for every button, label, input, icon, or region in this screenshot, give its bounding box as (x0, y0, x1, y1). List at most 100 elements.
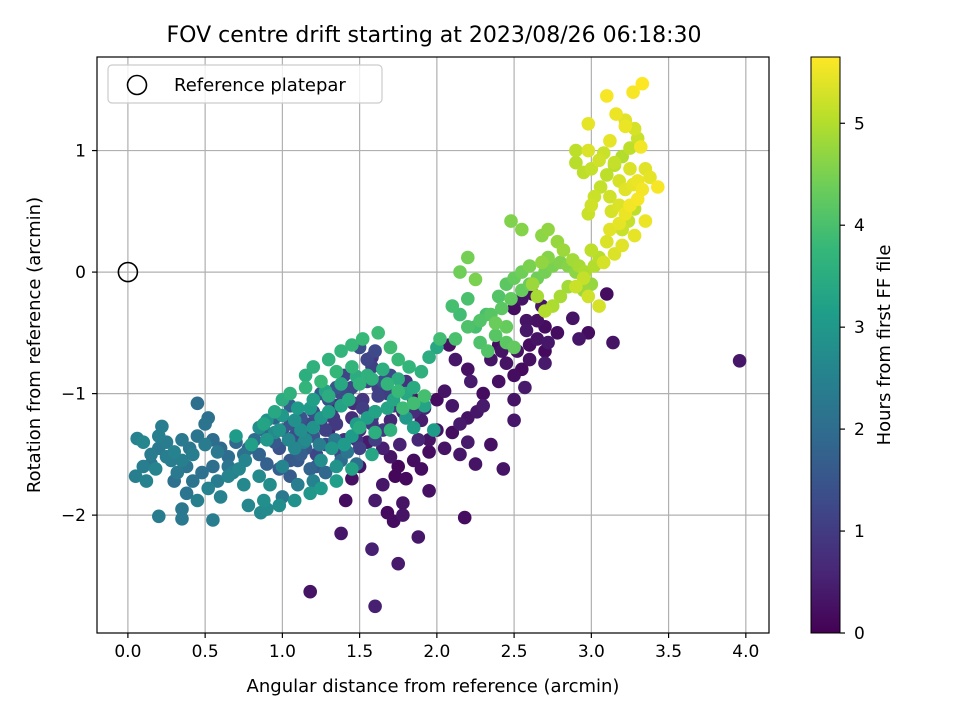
data-point (144, 447, 158, 462)
data-point (609, 107, 623, 121)
data-point (411, 433, 426, 447)
data-point (345, 338, 359, 352)
data-point (345, 471, 359, 486)
data-point (206, 459, 220, 474)
data-point (491, 374, 506, 389)
data-point (581, 289, 596, 304)
data-point (167, 445, 181, 459)
colorbar-tick-label: 3 (854, 318, 865, 338)
data-point (592, 299, 606, 313)
data-point (298, 380, 313, 395)
data-point (445, 399, 460, 413)
data-point (600, 287, 614, 301)
data-point (368, 493, 382, 508)
y-tick-label: −1 (61, 385, 86, 405)
data-point (626, 85, 640, 99)
data-point (422, 445, 436, 459)
data-point (732, 354, 747, 368)
data-point (175, 502, 189, 516)
data-point (623, 141, 637, 155)
data-point (406, 380, 421, 395)
data-point (186, 447, 200, 462)
data-point (314, 481, 328, 496)
data-point (518, 380, 532, 395)
data-point (437, 384, 452, 399)
data-point (522, 259, 537, 273)
data-point (581, 143, 596, 158)
data-point (600, 234, 614, 249)
data-point (504, 214, 518, 228)
colorbar-tick-label: 0 (854, 624, 865, 644)
data-point (433, 332, 447, 346)
data-point (541, 335, 555, 350)
colorbar-label: Hours from first FF file (874, 245, 895, 446)
data-point (453, 447, 467, 462)
x-tick-label: 4.0 (732, 642, 759, 662)
data-point (376, 362, 390, 377)
data-point (569, 143, 583, 158)
data-point (538, 304, 552, 318)
data-point (241, 498, 256, 513)
data-point (457, 510, 472, 525)
data-point (152, 509, 166, 524)
data-point (635, 76, 650, 91)
data-point (136, 459, 151, 474)
data-point (627, 228, 642, 243)
data-point (237, 477, 251, 492)
data-point (334, 344, 348, 358)
x-tick-label: 3.0 (578, 642, 605, 662)
data-point (499, 320, 514, 334)
data-point (338, 493, 353, 508)
data-point (306, 420, 321, 435)
data-point (198, 437, 212, 452)
data-point (283, 386, 297, 401)
data-point (206, 513, 220, 527)
data-point (638, 214, 653, 228)
data-point (499, 356, 514, 371)
data-point (352, 420, 367, 435)
data-point (281, 433, 296, 447)
data-point (414, 364, 429, 379)
data-point (368, 599, 382, 614)
data-point (422, 350, 436, 365)
data-point (519, 313, 534, 328)
data-point (461, 250, 475, 265)
data-point (618, 119, 633, 134)
data-point (396, 508, 410, 522)
data-point (488, 328, 503, 343)
data-point (417, 399, 432, 413)
data-point (507, 340, 521, 355)
data-point (383, 340, 398, 355)
data-point (260, 457, 274, 471)
data-point (530, 289, 545, 304)
data-point (461, 320, 475, 334)
legend-label: Reference platepar (174, 75, 346, 96)
data-point (530, 313, 545, 328)
data-point (267, 405, 282, 419)
colorbar (811, 57, 840, 633)
data-point (391, 384, 406, 399)
data-point (329, 364, 344, 379)
data-point (399, 471, 413, 486)
data-point (371, 326, 386, 340)
data-point (453, 417, 467, 431)
data-point (190, 493, 205, 508)
data-point (345, 360, 359, 374)
data-point (221, 450, 236, 464)
data-point (448, 352, 463, 367)
data-point (383, 423, 398, 437)
colorbar-tick-label: 1 (854, 522, 865, 542)
data-point (252, 469, 266, 484)
data-point (603, 189, 617, 204)
data-point (321, 389, 336, 403)
data-point (352, 377, 367, 391)
data-point (272, 423, 287, 437)
data-point (445, 299, 460, 313)
data-point (334, 526, 348, 541)
data-point (504, 292, 518, 306)
data-point (507, 368, 521, 383)
data-point (303, 462, 318, 476)
colorbar-tick-label: 4 (854, 216, 865, 236)
data-point (556, 243, 571, 257)
